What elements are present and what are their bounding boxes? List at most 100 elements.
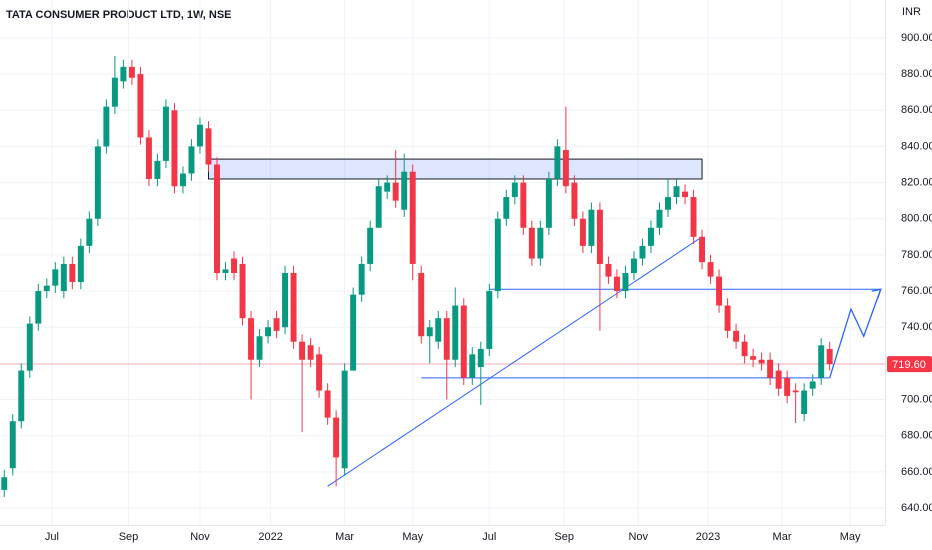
candle-body bbox=[775, 370, 782, 389]
candle-body bbox=[375, 186, 382, 228]
price-tag bbox=[887, 356, 932, 373]
candle-body bbox=[282, 272, 289, 328]
candle-body bbox=[307, 345, 314, 360]
candle-body bbox=[801, 390, 808, 414]
candle-body bbox=[665, 197, 671, 210]
y-tick-label: 740.00 bbox=[901, 321, 932, 333]
candle-body bbox=[35, 291, 42, 324]
x-tick-label: May bbox=[402, 531, 423, 543]
x-tick-label: Mar bbox=[773, 531, 792, 543]
candle-body bbox=[809, 381, 816, 389]
candle-body bbox=[520, 182, 527, 228]
x-tick-label: Sep bbox=[554, 531, 574, 543]
candle-body bbox=[452, 305, 459, 360]
candle-body bbox=[9, 421, 16, 469]
candle-body bbox=[571, 182, 578, 219]
candle-body bbox=[477, 348, 484, 367]
candle-body bbox=[205, 128, 212, 165]
x-tick-label: Nov bbox=[190, 531, 210, 543]
candle-body bbox=[214, 164, 220, 273]
candle-body bbox=[137, 74, 144, 138]
x-tick-label: Sep bbox=[119, 531, 139, 543]
candle-body bbox=[392, 182, 399, 201]
candle-body bbox=[273, 318, 280, 331]
candle-body bbox=[316, 354, 323, 391]
candle-body bbox=[52, 269, 59, 286]
candle-body bbox=[826, 348, 833, 365]
candle-body bbox=[196, 124, 203, 147]
candle-body bbox=[648, 227, 654, 246]
candle-body bbox=[469, 354, 476, 378]
candle-body bbox=[265, 327, 272, 337]
candle-body bbox=[426, 327, 433, 337]
candle-body bbox=[630, 258, 637, 273]
y-tick-label: 800.00 bbox=[901, 213, 932, 225]
candle-body bbox=[239, 263, 246, 319]
candle-body bbox=[639, 245, 646, 259]
candle-body bbox=[26, 323, 33, 371]
chart-title: TATA CONSUMER PRODUCT LTD, 1W, NSE bbox=[6, 9, 232, 21]
y-tick-label: 680.00 bbox=[901, 430, 932, 442]
candle-body bbox=[77, 245, 84, 283]
candle-body bbox=[128, 66, 135, 78]
candle-body bbox=[162, 106, 169, 161]
candle-body bbox=[145, 137, 152, 179]
candle-body bbox=[358, 263, 365, 295]
candle-body bbox=[656, 209, 663, 228]
y-tick-label: 660.00 bbox=[901, 466, 932, 478]
y-tick-label: 880.00 bbox=[901, 68, 932, 80]
candle-body bbox=[503, 197, 510, 219]
candle-body bbox=[818, 345, 825, 378]
candle-body bbox=[784, 377, 791, 396]
candle-body bbox=[554, 146, 561, 179]
candle-body bbox=[1, 477, 8, 490]
candle-body bbox=[792, 390, 799, 393]
y-tick-label: 700.00 bbox=[901, 393, 932, 405]
candle-body bbox=[120, 66, 127, 82]
candle-body bbox=[188, 146, 195, 174]
candle-body bbox=[537, 227, 544, 259]
candle-body bbox=[707, 262, 714, 277]
x-tick-label: Mar bbox=[335, 531, 354, 543]
x-tick-label: Jul bbox=[45, 531, 59, 543]
candle-body bbox=[324, 390, 331, 418]
candle-body bbox=[494, 218, 501, 292]
candle-body bbox=[443, 318, 450, 360]
candle-body bbox=[248, 318, 255, 360]
x-tick-label: May bbox=[840, 531, 861, 543]
candle-body bbox=[579, 218, 586, 246]
candle-body bbox=[605, 263, 612, 277]
price-tag-label: 719.60 bbox=[892, 359, 926, 371]
x-tick-label: Nov bbox=[628, 531, 648, 543]
candle-body bbox=[588, 209, 595, 246]
candle-body bbox=[299, 341, 306, 360]
candle-body bbox=[767, 359, 774, 378]
candle-body bbox=[86, 218, 93, 246]
candle-body bbox=[511, 182, 518, 198]
x-tick-label: 2023 bbox=[696, 531, 720, 543]
candle-body bbox=[545, 178, 552, 228]
candle-body bbox=[18, 370, 25, 422]
candle-body bbox=[43, 285, 50, 292]
candle-body bbox=[486, 291, 493, 349]
candle-body bbox=[613, 276, 620, 292]
y-axis-label: INR bbox=[902, 6, 921, 18]
y-tick-label: 860.00 bbox=[901, 104, 932, 116]
candle-body bbox=[758, 359, 765, 364]
candle-body bbox=[596, 209, 603, 264]
candle-body bbox=[750, 356, 757, 360]
candle-body bbox=[435, 318, 442, 342]
y-tick-label: 760.00 bbox=[901, 285, 932, 297]
y-tick-label: 820.00 bbox=[901, 176, 932, 188]
candle-body bbox=[384, 182, 391, 192]
candle-body bbox=[256, 336, 263, 360]
candle-body bbox=[103, 106, 110, 147]
candle-body bbox=[528, 227, 535, 259]
trendline bbox=[327, 236, 703, 487]
candle-body bbox=[60, 263, 67, 292]
projection-arrowhead bbox=[871, 288, 882, 299]
candle-body bbox=[401, 171, 408, 210]
candle-body bbox=[690, 197, 697, 237]
